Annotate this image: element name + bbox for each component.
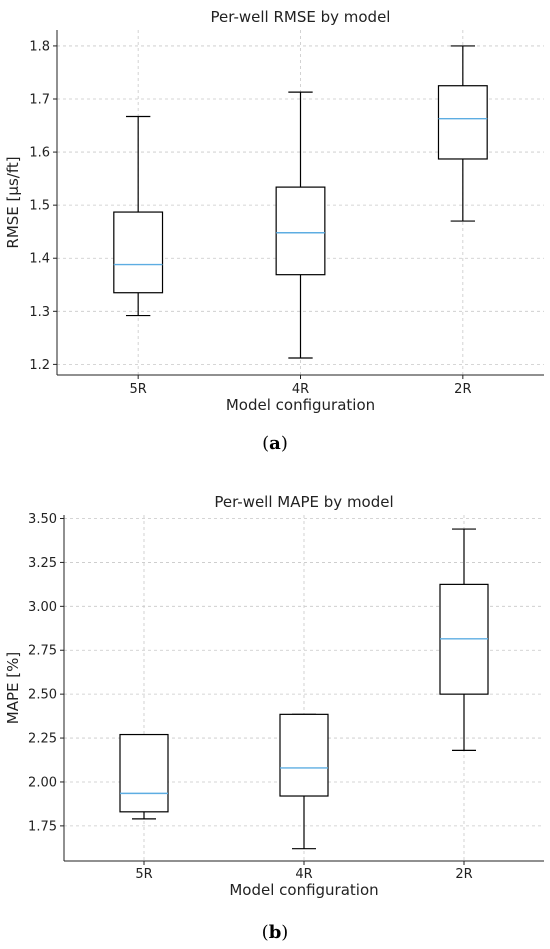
panel-caption-b: (b) (261, 922, 289, 943)
panel-caption-b-letter: b (268, 922, 282, 943)
box-2R (437, 45, 488, 222)
x-axis-label: Model configuration (226, 396, 375, 414)
y-tick-label: 3.50 (28, 512, 57, 527)
x-tick-label: 4R (295, 867, 312, 882)
y-tick-label: 1.8 (29, 39, 50, 54)
y-tick-label: 1.6 (29, 146, 50, 161)
iqr-box (275, 186, 326, 276)
box-4R (275, 91, 326, 359)
chart-mape: 1.75 2.00 2.25 2.50 2.75 3.00 3.25 3.50 5R 4R 2R Pe… (4, 493, 544, 899)
y-tick-label: 1.7 (29, 93, 50, 108)
y-tick-label: 2.75 (28, 644, 57, 659)
y-tick-label: 1.4 (29, 252, 50, 267)
y-axis-label: MAPE [%] (4, 652, 22, 724)
y-tick-label: 2.50 (28, 688, 57, 703)
y-tick-label: 2.00 (28, 775, 57, 790)
y-tick-label: 3.00 (28, 600, 57, 615)
iqr-box (437, 85, 488, 160)
chart-title: Per-well MAPE by model (214, 493, 393, 511)
y-tick-label: 1.3 (29, 305, 50, 320)
x-axis-label: Model configuration (229, 881, 378, 899)
chart-rmse: 1.2 1.3 1.4 1.5 1.6 1.7 1.8 5R 4R 2R Per-well RMSE… (4, 8, 544, 414)
iqr-box (119, 733, 169, 813)
y-tick-label: 2.25 (28, 732, 57, 747)
x-tick-label: 2R (454, 382, 471, 397)
y-tick-label: 1.2 (29, 358, 50, 373)
box-4R (279, 713, 329, 850)
x-tick-label: 5R (130, 382, 147, 397)
box-5R (113, 115, 164, 317)
x-tick-label: 4R (292, 382, 309, 397)
x-tick-label: 2R (455, 867, 472, 882)
y-tick-label: 1.5 (29, 199, 50, 214)
panel-caption-a-letter: a (269, 433, 281, 454)
y-tick-label: 3.25 (28, 556, 57, 571)
iqr-box (113, 211, 164, 294)
box-5R (119, 733, 169, 820)
panel-caption-a: (a) (262, 433, 288, 454)
y-axis-label: RMSE [μs/ft] (4, 156, 22, 248)
box-2R (439, 528, 489, 751)
y-tick-label: 1.75 (28, 819, 57, 834)
x-tick-label: 5R (135, 867, 152, 882)
iqr-box (279, 713, 329, 797)
chart-title: Per-well RMSE by model (211, 8, 391, 26)
